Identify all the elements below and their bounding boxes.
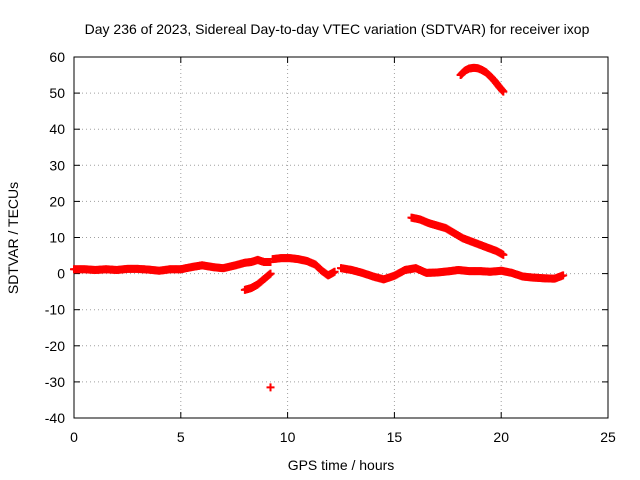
x-tick-label: 10 [280, 429, 296, 445]
y-tick-label: 60 [49, 49, 65, 65]
axis-ticks: 0 5 10 15 20 25 -40 -30 -20 -10 0 10 20 30 40 50 60 [45, 49, 616, 445]
descending-track-point [499, 250, 508, 259]
plot-frame [73, 56, 609, 419]
y-tick-label: -30 [45, 374, 65, 390]
y-tick-label: -20 [45, 338, 65, 354]
y-tick-label: 30 [49, 157, 65, 173]
chart-title: Day 236 of 2023, Sidereal Day-to-day VTE… [85, 21, 590, 37]
y-tick-label: 40 [49, 121, 65, 137]
y-tick-label: 10 [49, 230, 65, 246]
y-axis-title: SDTVAR / TECUs [5, 182, 21, 294]
x-tick-label: 25 [600, 429, 616, 445]
grid [74, 57, 608, 418]
y-tick-label: -40 [45, 410, 65, 426]
y-tick-label: -10 [45, 302, 65, 318]
x-tick-label: 20 [493, 429, 509, 445]
y-tick-label: 20 [49, 193, 65, 209]
dip-segment-point [266, 269, 275, 278]
x-tick-label: 5 [177, 429, 185, 445]
data-points [70, 63, 568, 392]
x-axis-title: GPS time / hours [288, 457, 395, 473]
outlier-point [266, 383, 275, 392]
y-tick-label: 50 [49, 85, 65, 101]
mid-band-point [330, 267, 339, 276]
top-arc-point [499, 87, 508, 96]
x-tick-label: 0 [70, 429, 78, 445]
y-tick-label: 0 [57, 266, 65, 282]
x-tick-label: 15 [387, 429, 403, 445]
later-band-point [559, 271, 568, 280]
